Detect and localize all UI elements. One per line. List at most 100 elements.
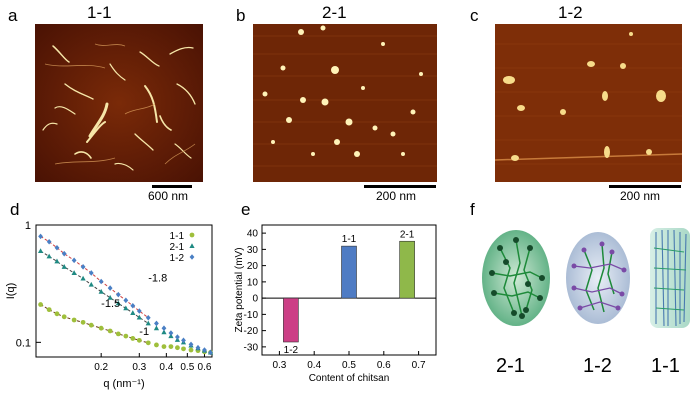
data-point-1-2 <box>188 341 194 348</box>
slope-annotation: -1.5 <box>101 298 120 310</box>
legend-marker-2-1 <box>189 243 195 248</box>
x-tick-label-d: 0.4 <box>159 362 173 373</box>
y-axis-label-e: Zeta potential (mV) <box>234 247 245 332</box>
data-point-1-1 <box>145 340 151 346</box>
afm-image-b <box>253 24 437 182</box>
data-point-1-2 <box>208 349 213 356</box>
data-point-1-2 <box>168 330 174 336</box>
data-point-1-2 <box>130 302 136 309</box>
data-point-1-2 <box>161 325 167 331</box>
data-point-2-1 <box>145 320 151 326</box>
schematic-label-2-1: 2-1 <box>496 355 525 377</box>
afm-image-c <box>495 24 682 182</box>
data-point-1-1 <box>123 333 129 339</box>
data-point-1-2 <box>145 314 151 321</box>
legend-marker-1-2 <box>189 254 195 260</box>
y-tick-label-e: -20 <box>244 326 259 337</box>
bar-label-1-2: 1-2 <box>284 345 299 356</box>
legend-label-2-1: 2-1 <box>170 242 185 253</box>
scale-label-a: 600 nm <box>148 189 189 203</box>
y-tick-label-e: 10 <box>247 277 259 288</box>
data-point-1-1 <box>130 336 136 341</box>
data-point-2-1 <box>46 253 52 259</box>
data-point-1-1 <box>98 325 104 331</box>
bar-1-2 <box>283 297 299 343</box>
legend-label-1-2: 1-2 <box>170 253 185 264</box>
data-point-2-1 <box>98 288 104 294</box>
data-point-2-1 <box>136 314 142 320</box>
schematic-1-1 <box>650 228 690 328</box>
scale-bar-c <box>609 185 681 188</box>
data-point-2-1 <box>71 270 77 275</box>
y-tick-label-e: 0 <box>252 294 258 305</box>
x-tick-label-e: 0.4 <box>307 360 321 371</box>
saxs-log-plot: 0.2 0.3 0.4 0.5 0.6 0.1 1 q (nm⁻¹) I(q) 1-12-11-2… <box>5 220 214 390</box>
schematic-2-1 <box>482 230 550 326</box>
panel-b-letter: b <box>236 6 246 25</box>
schematic-label-1-1: 1-1 <box>651 355 680 377</box>
data-point-2-1 <box>61 264 67 269</box>
data-point-1-2 <box>71 257 77 264</box>
data-point-1-2 <box>46 238 52 245</box>
bar-label-2-1: 2-1 <box>400 229 415 240</box>
data-point-2-1 <box>123 305 129 311</box>
bar-label-1-1: 1-1 <box>342 234 357 245</box>
panel-e-letter: e <box>241 200 251 219</box>
panel-a-title: 1-1 <box>87 3 112 22</box>
data-point-1-2 <box>38 233 43 240</box>
slope-annotation: -1.8 <box>148 272 167 284</box>
data-point-1-1 <box>161 344 167 349</box>
zeta-bar-chart: -30 -20 -10 0 10 20 30 40 0.3 0.4 0.5 0.6 0.7 Content… <box>234 224 437 384</box>
data-point-2-1 <box>88 281 94 287</box>
data-point-1-2 <box>154 320 159 327</box>
bar-2-1 <box>399 240 415 299</box>
y-tick-label-e: -10 <box>244 310 259 321</box>
legend-label-1-1: 1-1 <box>170 231 185 242</box>
y-tick-label-d: 0.1 <box>16 337 31 349</box>
x-tick-label-e: 0.5 <box>342 360 356 371</box>
data-point-2-1 <box>54 258 60 264</box>
data-point-2-1 <box>153 325 160 331</box>
data-point-1-1 <box>136 337 142 343</box>
scale-label-b: 200 nm <box>376 189 417 203</box>
y-tick-label-e: 40 <box>247 229 259 240</box>
data-point-1-1 <box>54 311 60 317</box>
data-point-2-1 <box>37 248 44 254</box>
data-point-1-2 <box>115 291 121 298</box>
x-axis-label-e: Content of chitsan <box>309 373 390 384</box>
data-point-1-1 <box>175 345 180 351</box>
schematic-illustrations <box>470 218 698 338</box>
data-point-1-1 <box>80 319 86 325</box>
data-point-1-2 <box>195 344 201 351</box>
x-tick-label-e: 0.7 <box>412 360 426 371</box>
y-tick-label-e: 20 <box>247 261 259 272</box>
panel-f-letter: f <box>470 200 475 219</box>
panel-b-title: 2-1 <box>322 3 347 22</box>
data-point-1-2 <box>181 337 186 344</box>
legend-marker-1-1 <box>189 232 195 238</box>
panel-a-letter: a <box>8 6 18 25</box>
data-point-1-1 <box>38 302 43 307</box>
y-tick-label-e: -30 <box>244 342 259 353</box>
scale-label-c: 200 nm <box>620 189 661 203</box>
x-tick-label-e: 0.6 <box>377 360 391 371</box>
panel-c-letter: c <box>470 6 479 25</box>
slope-annotation: -1 <box>139 326 149 338</box>
y-axis-label-d: I(q) <box>5 283 17 300</box>
data-point-1-1 <box>181 346 186 352</box>
data-point-2-1 <box>115 300 121 306</box>
data-point-2-1 <box>130 310 136 315</box>
panel-d-letter: d <box>10 200 20 219</box>
data-point-1-1 <box>71 317 77 323</box>
data-point-1-1 <box>168 344 174 349</box>
data-point-2-1 <box>80 275 86 281</box>
y-tick-label-e: 30 <box>247 245 259 256</box>
schematic-1-2 <box>566 232 630 324</box>
x-tick-label-e: 0.3 <box>272 360 286 371</box>
data-point-1-2 <box>136 308 142 314</box>
data-point-1-2 <box>98 278 104 285</box>
schematic-label-1-2: 1-2 <box>583 355 612 377</box>
data-point-1-1 <box>46 307 52 313</box>
x-tick-label-d: 0.6 <box>198 362 212 373</box>
data-point-1-1 <box>88 322 94 328</box>
